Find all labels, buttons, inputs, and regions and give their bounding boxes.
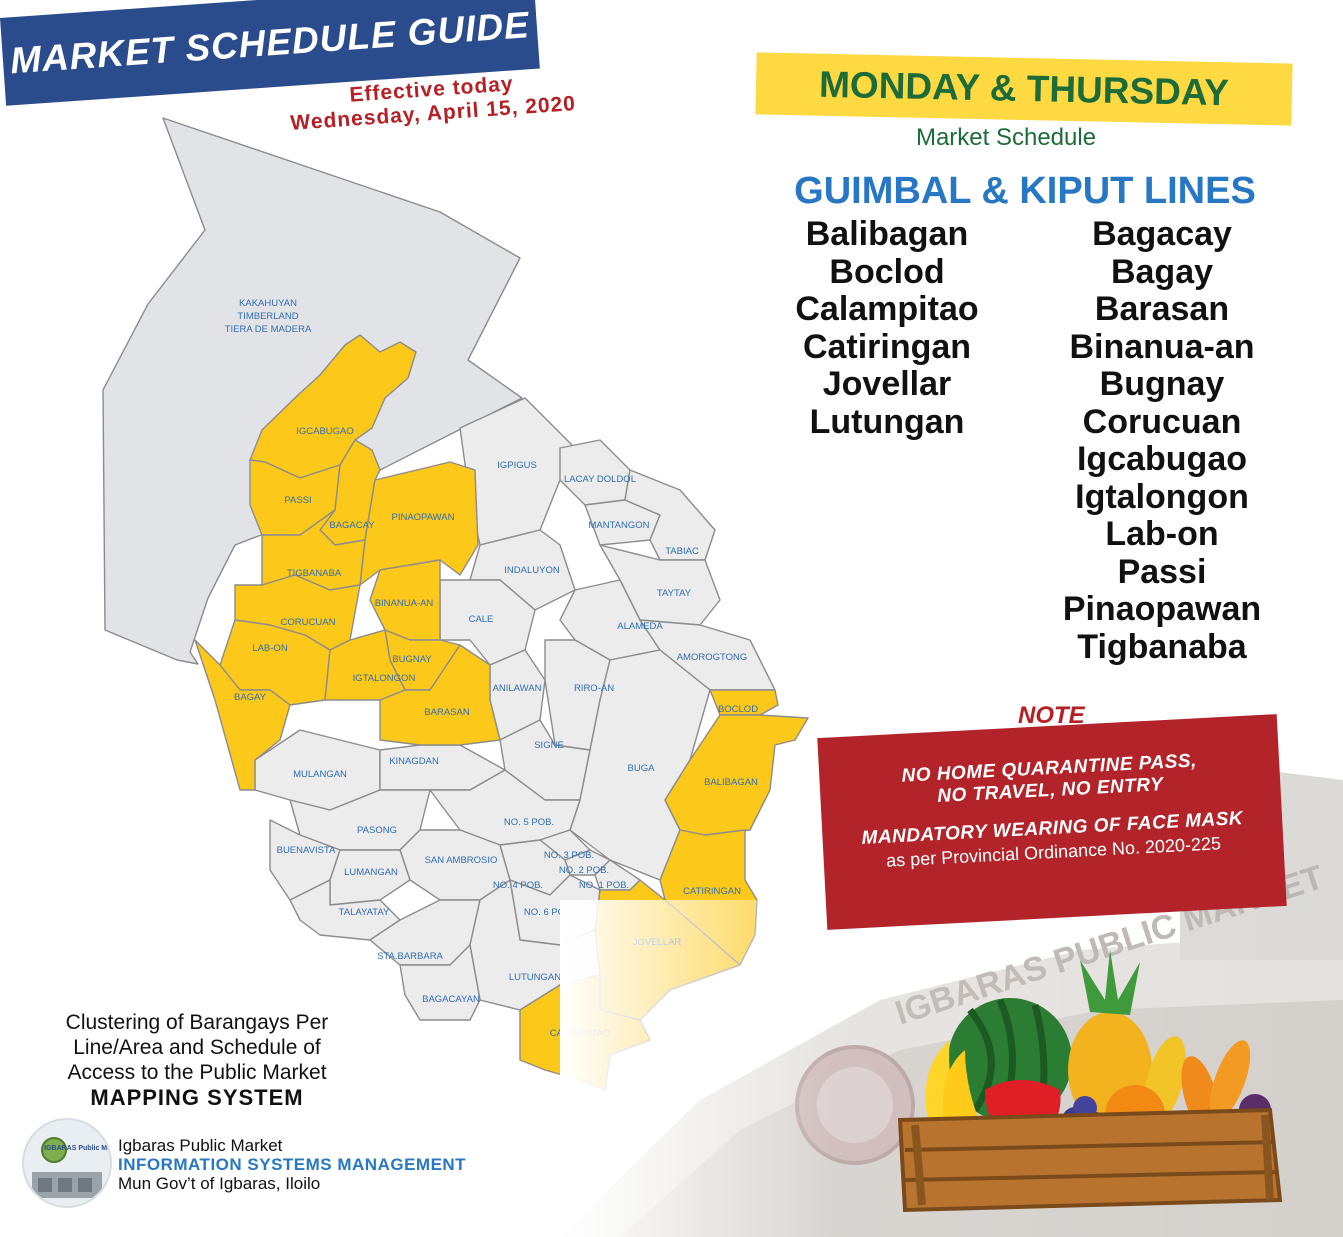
footer-credits: Igbaras Public Market INFORMATION SYSTEM… <box>118 1136 466 1193</box>
map-label-lab-on: LAB-ON <box>252 643 288 654</box>
map-label-timberland: TIMBERLAND <box>237 311 298 322</box>
barangay-item: Boclod <box>829 252 945 291</box>
barangay-item: Bagay <box>1110 252 1214 291</box>
map-label-anilawan: ANILAWAN <box>493 683 542 694</box>
map-label-buenavista: BUENAVISTA <box>277 845 336 856</box>
map-label-jovellar: JOVELLAR <box>633 937 682 948</box>
market-logo: IGBARAS Public Market <box>22 1118 112 1208</box>
map-label-no6: NO. 6 POB. <box>524 907 574 918</box>
map-label-binanua-an: BINANUA-AN <box>375 598 434 609</box>
map-label-alameda: ALAMEDA <box>617 621 663 632</box>
map-region-barasan <box>379 644 501 746</box>
map-label-bugnay: BUGNAY <box>392 654 432 665</box>
map-region-balibagan <box>664 714 809 836</box>
barangay-item: Corucuan <box>1082 402 1242 441</box>
map-label-tigbanaba: TIGBANABA <box>287 568 342 579</box>
barangay-item: Passi <box>1117 552 1207 591</box>
map-region-bagacayan <box>399 944 481 1021</box>
barangay-item: Bugnay <box>1099 365 1225 403</box>
map-label-bagay: BAGAY <box>234 692 267 703</box>
map-caption: Clustering of Barangays Per Line/Area an… <box>12 1010 382 1110</box>
map-label-talayatay: TALAYATAY <box>339 907 390 918</box>
footer-line-1: Igbaras Public Market <box>118 1136 283 1155</box>
map-region-boclod <box>709 689 779 716</box>
map-label-cale: CALE <box>469 614 494 625</box>
barangay-item: Balibagan <box>805 215 969 253</box>
map-label-calampitao: CALAMPITAO <box>550 1028 611 1039</box>
map-label-no3: NO. 3 POB. <box>544 850 594 861</box>
map-label-tabiac: TABIAC <box>665 546 699 557</box>
map-label-indaluyon: INDALUYON <box>504 565 560 576</box>
map-region-bagay <box>194 639 291 791</box>
map-label-passi: PASSI <box>284 495 311 506</box>
caption-line-2: Line/Area and Schedule of <box>73 1036 321 1059</box>
map-label-kinagdan: KINAGDAN <box>389 756 439 767</box>
barangay-item: Lab-on <box>1105 515 1219 553</box>
barangay-item: Tigbanaba <box>1077 627 1247 666</box>
map-label-corucuan: CORUCUAN <box>281 617 336 628</box>
barangay-item: Igtalongon <box>1075 477 1249 516</box>
barangay-list-left: Balibagan Boclod Calampitao Catiringan J… <box>747 215 1027 441</box>
map-label-buga: BUGA <box>628 763 656 774</box>
map-label-pasong: PASONG <box>357 825 397 836</box>
map-label-mantangon: MANTANGON <box>588 520 649 531</box>
map-label-lutungan: LUTUNGAN <box>509 972 561 983</box>
map-label-lacay-doldol: LACAY DOLDOL <box>564 474 636 485</box>
map-label-bagacay: BAGACAY <box>329 520 375 531</box>
map-label-taytay: TAYTAY <box>657 588 692 599</box>
map-label-barasan: BARASAN <box>424 707 470 718</box>
barangay-item: Pinaopawan <box>1062 590 1262 628</box>
barangay-item: Bagacay <box>1092 215 1232 253</box>
map-label-signe: SIGNE <box>534 740 564 751</box>
barangay-item: Binanua-an <box>1069 327 1255 366</box>
barangay-item: Barasan <box>1094 290 1230 328</box>
map-label-lumangan: LUMANGAN <box>344 867 398 878</box>
caption-line-4: MAPPING SYSTEM <box>90 1085 304 1110</box>
map-label-kakahuyan: KAKAHUYAN <box>239 298 297 309</box>
map-label-pinaopawan: PINAOPAWAN <box>392 512 455 523</box>
map-label-igcabugao: IGCABUGAO <box>296 426 354 437</box>
logo-emblem-icon: IGBARAS Public Market <box>24 1120 110 1206</box>
note-box: NO HOME QUARANTINE PASS, NO TRAVEL, NO E… <box>817 714 1287 930</box>
footer-line-3: Mun Gov’t of Igbaras, Iloilo <box>118 1174 321 1193</box>
caption-line-3: Access to the Public Market <box>67 1061 327 1084</box>
map-label-san-ambrosio: SAN AMBROSIO <box>425 855 498 866</box>
map-label-amorogtong: AMOROGTONG <box>677 652 748 663</box>
map-region-lacay-doldol <box>559 439 631 506</box>
barangay-item: Jovellar <box>822 365 952 403</box>
barangay-item: Catiringan <box>802 327 972 366</box>
page-title: MARKET SCHEDULE GUIDE <box>8 4 531 82</box>
map-label-tiera: TIERA DE MADERA <box>225 324 312 335</box>
map-label-sta-barbara: STA.BARBARA <box>377 951 443 962</box>
lines-title: GUIMBAL & KIPUT LINES <box>794 170 1256 212</box>
barangay-item: Igcabugao <box>1076 440 1248 478</box>
footer-line-2: INFORMATION SYSTEMS MANAGEMENT <box>118 1155 467 1174</box>
schedule-days-banner: MONDAY & THURSDAY <box>755 52 1293 126</box>
map-label-boclod: BOCLOD <box>718 704 758 715</box>
schedule-subtitle: Market Schedule <box>915 124 1097 151</box>
barangay-item: Calampitao <box>795 290 979 328</box>
map-label-riro-an: RIRO-AN <box>574 683 614 694</box>
barangay-item: Lutungan <box>809 402 965 441</box>
map-label-no4: NO. 4 POB. <box>493 880 543 891</box>
barangay-list-right: Bagacay Bagay Barasan Binanua-an Bugnay … <box>1022 215 1302 666</box>
logo-text: IGBARAS Public Market <box>44 1145 110 1152</box>
map-label-mulangan: MULANGAN <box>293 769 347 780</box>
map-label-catiringan: CATIRINGAN <box>683 886 741 897</box>
schedule-days: MONDAY & THURSDAY <box>818 63 1230 114</box>
map-label-igtalongon: IGTALONGON <box>353 673 416 684</box>
caption-line-1: Clustering of Barangays Per <box>65 1011 329 1034</box>
map-label-no2: NO. 2 POB. <box>559 865 609 876</box>
map-label-igpigus: IGPIGUS <box>497 460 537 471</box>
map-label-no1: NO. 1 POB. <box>579 880 629 891</box>
map-label-bagacayan: BAGACAYAN <box>422 994 480 1005</box>
map-label-balibagan: BALIBAGAN <box>704 777 758 788</box>
map-label-no5: NO. 5 POB. <box>504 817 554 828</box>
